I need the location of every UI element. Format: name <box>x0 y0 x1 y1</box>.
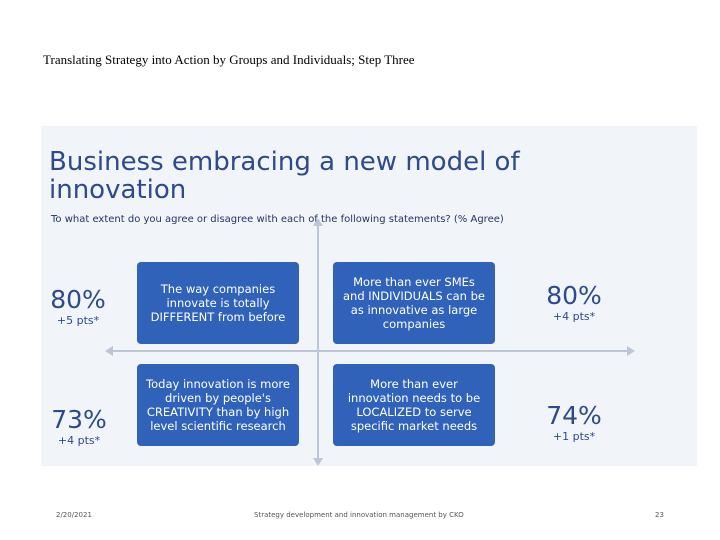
footer-date: 2/20/2021 <box>56 511 92 519</box>
quadrant-bottom-right: More than ever innovation needs to be LO… <box>333 364 495 446</box>
stat-delta: +5 pts* <box>56 314 100 327</box>
stat-percent: 80% <box>50 285 106 314</box>
stat-delta: +1 pts* <box>552 430 596 443</box>
quadrant-text: More than ever SMEs and INDIVIDUALS can … <box>343 275 485 331</box>
infographic-heading: Business embracing a new model of innova… <box>49 147 520 205</box>
quadrant-text: More than ever innovation needs to be LO… <box>347 377 481 433</box>
stat-bottom-right: 74% +1 pts* <box>535 402 613 444</box>
page-number: 23 <box>655 511 664 519</box>
arrow-left-icon <box>105 346 113 356</box>
stat-delta: +4 pts* <box>57 434 101 447</box>
stat-top-left: 80% +5 pts* <box>43 286 113 328</box>
stat-percent: 80% <box>546 281 602 310</box>
arrow-down-icon <box>313 458 323 466</box>
survey-question: To what extent do you agree or disagree … <box>51 214 504 225</box>
quadrant-top-left: The way companies innovate is totally DI… <box>137 262 299 344</box>
arrow-up-icon <box>313 218 323 226</box>
infographic-photo: Business embracing a new model of innova… <box>41 126 697 466</box>
stat-percent: 73% <box>51 405 107 434</box>
slide-title: Translating Strategy into Action by Grou… <box>43 52 415 67</box>
stat-bottom-left: 73% +4 pts* <box>45 406 113 448</box>
arrow-right-icon <box>627 346 635 356</box>
stat-top-right: 80% +4 pts* <box>535 282 613 324</box>
vertical-axis <box>317 224 319 462</box>
horizontal-axis <box>111 350 627 352</box>
quadrant-text: Today innovation is more driven by peopl… <box>146 377 290 433</box>
stat-percent: 74% <box>546 401 602 430</box>
quadrant-bottom-left: Today innovation is more driven by peopl… <box>137 364 299 446</box>
stat-delta: +4 pts* <box>552 310 596 323</box>
footer-caption: Strategy development and innovation mana… <box>254 511 464 519</box>
quadrant-top-right: More than ever SMEs and INDIVIDUALS can … <box>333 262 495 344</box>
quadrant-text: The way companies innovate is totally DI… <box>150 282 286 324</box>
